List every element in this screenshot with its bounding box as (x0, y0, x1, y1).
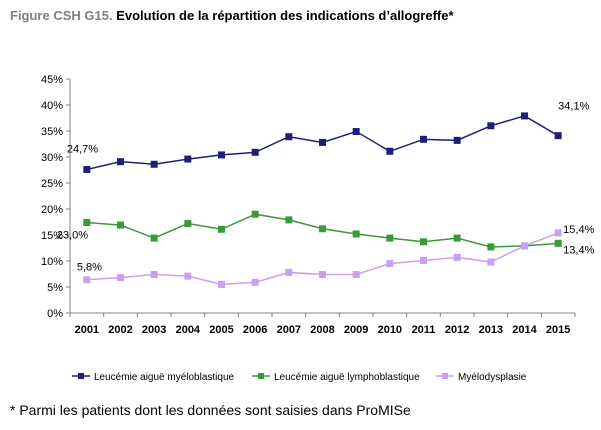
title-prefix: Figure CSH G15. (10, 8, 113, 23)
x-tick-label: 2014 (512, 324, 537, 336)
data-label: 34,1% (558, 101, 589, 113)
x-tick-label: 2010 (378, 324, 402, 336)
series-point (184, 220, 192, 228)
series-point (218, 225, 225, 233)
series-point (285, 216, 293, 224)
series-point (352, 271, 360, 279)
series-point (352, 230, 360, 238)
x-tick-label: 2006 (243, 324, 267, 336)
series-point (319, 225, 326, 233)
series-point (487, 243, 495, 251)
x-tick-label: 2013 (479, 324, 503, 336)
series-point (218, 280, 225, 288)
y-tick-label: 30% (41, 152, 63, 164)
series-point (521, 112, 528, 120)
series-point (386, 260, 394, 268)
series-point (319, 138, 326, 146)
series-point (420, 256, 427, 264)
x-tick-label: 2001 (75, 324, 99, 336)
series-point (150, 160, 158, 168)
x-tick-label: 2004 (176, 324, 201, 336)
x-tick-label: 2009 (344, 324, 368, 336)
series-point (453, 234, 461, 242)
legend-marker (78, 373, 84, 379)
series-point (554, 239, 562, 247)
series-point (420, 135, 427, 143)
series-point (285, 133, 293, 141)
series-point (117, 274, 124, 282)
footnote: * Parmi les patients dont les données so… (10, 402, 411, 418)
legend-label: Myélodysplasie (458, 372, 527, 383)
legend-marker (442, 373, 448, 379)
series-point (117, 221, 124, 229)
y-tick-label: 45% (41, 74, 63, 86)
x-tick-label: 2015 (546, 324, 570, 336)
x-tick-label: 2008 (310, 324, 334, 336)
series-point (319, 271, 326, 279)
x-tick-label: 2011 (412, 324, 436, 336)
data-label: 15,4% (563, 224, 594, 236)
series-point (218, 151, 225, 159)
data-label: 23,0% (57, 230, 88, 242)
y-tick-label: 25% (41, 178, 63, 190)
series-point (251, 278, 259, 286)
y-tick-label: 40% (41, 100, 63, 112)
series-point (83, 219, 91, 227)
data-label: 24,7% (67, 143, 98, 155)
series-point (554, 132, 562, 140)
series-point (521, 242, 528, 250)
series-point (453, 136, 461, 144)
legend-label: Leucémie aiguë lymphoblastique (274, 372, 420, 383)
y-tick-label: 5% (47, 282, 63, 294)
chart-title: Figure CSH G15. Evolution de la répartit… (10, 8, 454, 23)
y-tick-label: 35% (41, 126, 63, 138)
series-point (83, 165, 91, 173)
y-tick-label: 20% (41, 204, 63, 216)
series-point (251, 148, 259, 156)
x-tick-label: 2003 (142, 324, 166, 336)
x-tick-label: 2007 (277, 324, 301, 336)
series-point (184, 272, 192, 280)
data-label: 5,8% (77, 262, 102, 274)
y-tick-label: 0% (47, 308, 63, 320)
series-point (150, 234, 158, 242)
legend-marker (258, 373, 264, 379)
series-point (386, 147, 394, 155)
series-point (352, 128, 360, 136)
x-tick-label: 2005 (209, 324, 233, 336)
series-point (184, 155, 192, 163)
y-tick-label: 10% (41, 256, 63, 268)
series-point (487, 122, 495, 130)
series-point (386, 234, 394, 242)
data-label: 13,4% (563, 244, 594, 256)
series-point (285, 268, 293, 276)
title-main: Evolution de la répartition des indicati… (116, 8, 454, 23)
series-point (117, 158, 124, 166)
series-point (453, 253, 461, 261)
series-point (83, 276, 91, 284)
series-point (554, 229, 562, 237)
x-tick-label: 2012 (445, 324, 469, 336)
y-tick-label: 15% (41, 230, 63, 242)
series-point (420, 238, 427, 246)
series-point (251, 210, 259, 218)
series-point (150, 271, 158, 279)
legend-label: Leucémie aiguë myéloblastique (94, 372, 235, 383)
x-tick-label: 2002 (108, 324, 132, 336)
series-point (487, 258, 495, 266)
